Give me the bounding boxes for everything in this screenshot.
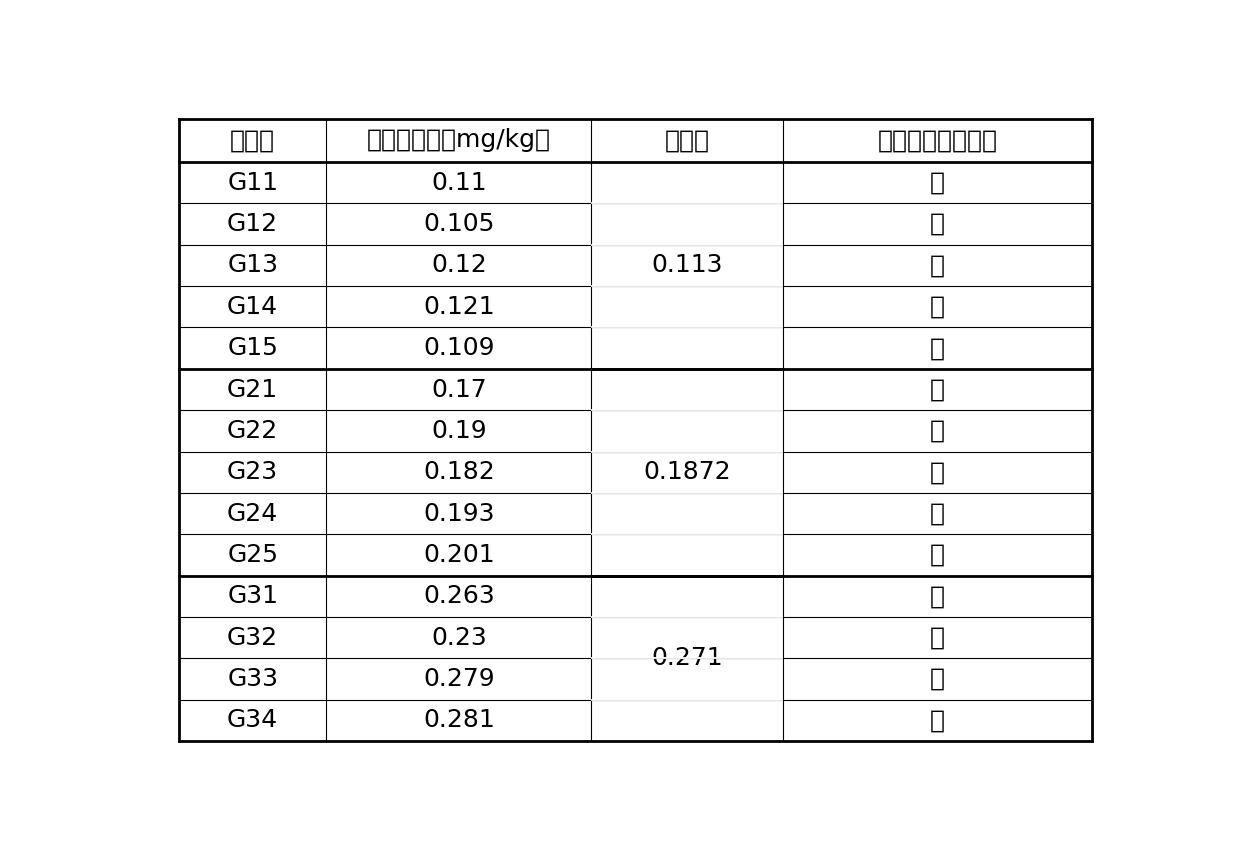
Text: 0.281: 0.281 bbox=[423, 708, 495, 733]
Text: 无: 无 bbox=[930, 625, 945, 649]
Text: 无: 无 bbox=[930, 708, 945, 733]
Text: 无: 无 bbox=[930, 543, 945, 567]
Text: 0.19: 0.19 bbox=[432, 419, 486, 443]
Text: G23: G23 bbox=[227, 460, 278, 484]
Text: 0.11: 0.11 bbox=[432, 171, 486, 195]
Text: 无: 无 bbox=[930, 585, 945, 608]
Text: 0.12: 0.12 bbox=[432, 254, 486, 277]
Text: 0.279: 0.279 bbox=[423, 667, 495, 691]
Text: 0.17: 0.17 bbox=[432, 378, 486, 402]
Text: G21: G21 bbox=[227, 378, 278, 402]
Text: 无: 无 bbox=[930, 171, 945, 195]
Text: G13: G13 bbox=[227, 254, 278, 277]
Text: 无: 无 bbox=[930, 336, 945, 360]
Text: 0.121: 0.121 bbox=[423, 294, 495, 319]
Text: G24: G24 bbox=[227, 501, 278, 526]
Text: G12: G12 bbox=[227, 212, 278, 236]
Text: G25: G25 bbox=[227, 543, 278, 567]
Text: 无: 无 bbox=[930, 254, 945, 277]
Text: 0.263: 0.263 bbox=[423, 585, 495, 608]
Text: G31: G31 bbox=[227, 585, 278, 608]
Text: 0.201: 0.201 bbox=[423, 543, 495, 567]
Text: 无: 无 bbox=[930, 419, 945, 443]
Text: G14: G14 bbox=[227, 294, 278, 319]
Text: 0.23: 0.23 bbox=[432, 625, 486, 649]
Text: 无: 无 bbox=[930, 460, 945, 484]
Text: 0.271: 0.271 bbox=[651, 646, 723, 671]
Text: 无: 无 bbox=[930, 378, 945, 402]
Text: G15: G15 bbox=[227, 336, 278, 360]
Text: 0.193: 0.193 bbox=[423, 501, 495, 526]
Text: G33: G33 bbox=[227, 667, 278, 691]
Text: 0.182: 0.182 bbox=[423, 460, 495, 484]
Text: 0.113: 0.113 bbox=[651, 254, 723, 277]
Text: G11: G11 bbox=[227, 171, 278, 195]
Text: G34: G34 bbox=[227, 708, 278, 733]
Text: 0.1872: 0.1872 bbox=[644, 460, 730, 484]
Text: 测试组: 测试组 bbox=[231, 129, 275, 152]
Text: G22: G22 bbox=[227, 419, 278, 443]
Text: 0.109: 0.109 bbox=[423, 336, 495, 360]
Text: 有机硒含量（mg/kg）: 有机硒含量（mg/kg） bbox=[367, 129, 551, 152]
Text: 无: 无 bbox=[930, 667, 945, 691]
Text: 平均值: 平均值 bbox=[665, 129, 709, 152]
Text: 无: 无 bbox=[930, 212, 945, 236]
Text: 无: 无 bbox=[930, 294, 945, 319]
Text: 0.105: 0.105 bbox=[423, 212, 495, 236]
Text: G32: G32 bbox=[227, 625, 278, 649]
Text: 是否有无机硒检出: 是否有无机硒检出 bbox=[878, 129, 997, 152]
Text: 无: 无 bbox=[930, 501, 945, 526]
